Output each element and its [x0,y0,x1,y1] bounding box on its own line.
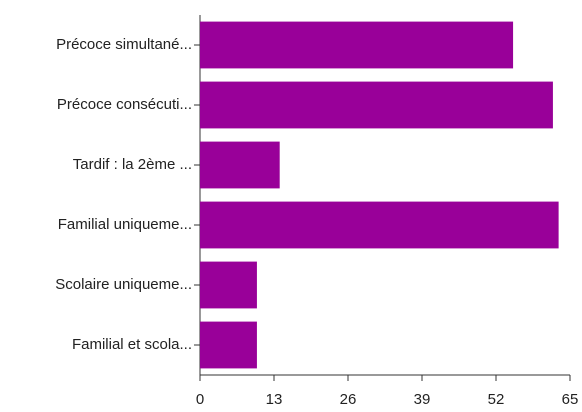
bar [200,141,280,189]
bar [200,321,257,369]
y-tick-label: Scolaire uniqueme... [55,276,192,293]
bar [200,261,257,309]
x-tick-label: 0 [196,391,204,408]
y-tick-label: Familial et scola... [72,336,192,353]
y-tick-label: Précoce simultané... [56,36,192,53]
bar [200,21,514,69]
x-tick-label: 52 [488,391,505,408]
bar [200,81,553,129]
x-tick-label: 26 [340,391,357,408]
x-tick-label: 13 [266,391,283,408]
y-tick-label: Précoce consécuti... [57,96,192,113]
y-tick-label: Tardif : la 2ème ... [73,156,192,173]
x-tick-label: 39 [414,391,431,408]
bar [200,201,559,249]
x-tick-label: 65 [562,391,579,408]
y-tick-label: Familial uniqueme... [58,216,192,233]
